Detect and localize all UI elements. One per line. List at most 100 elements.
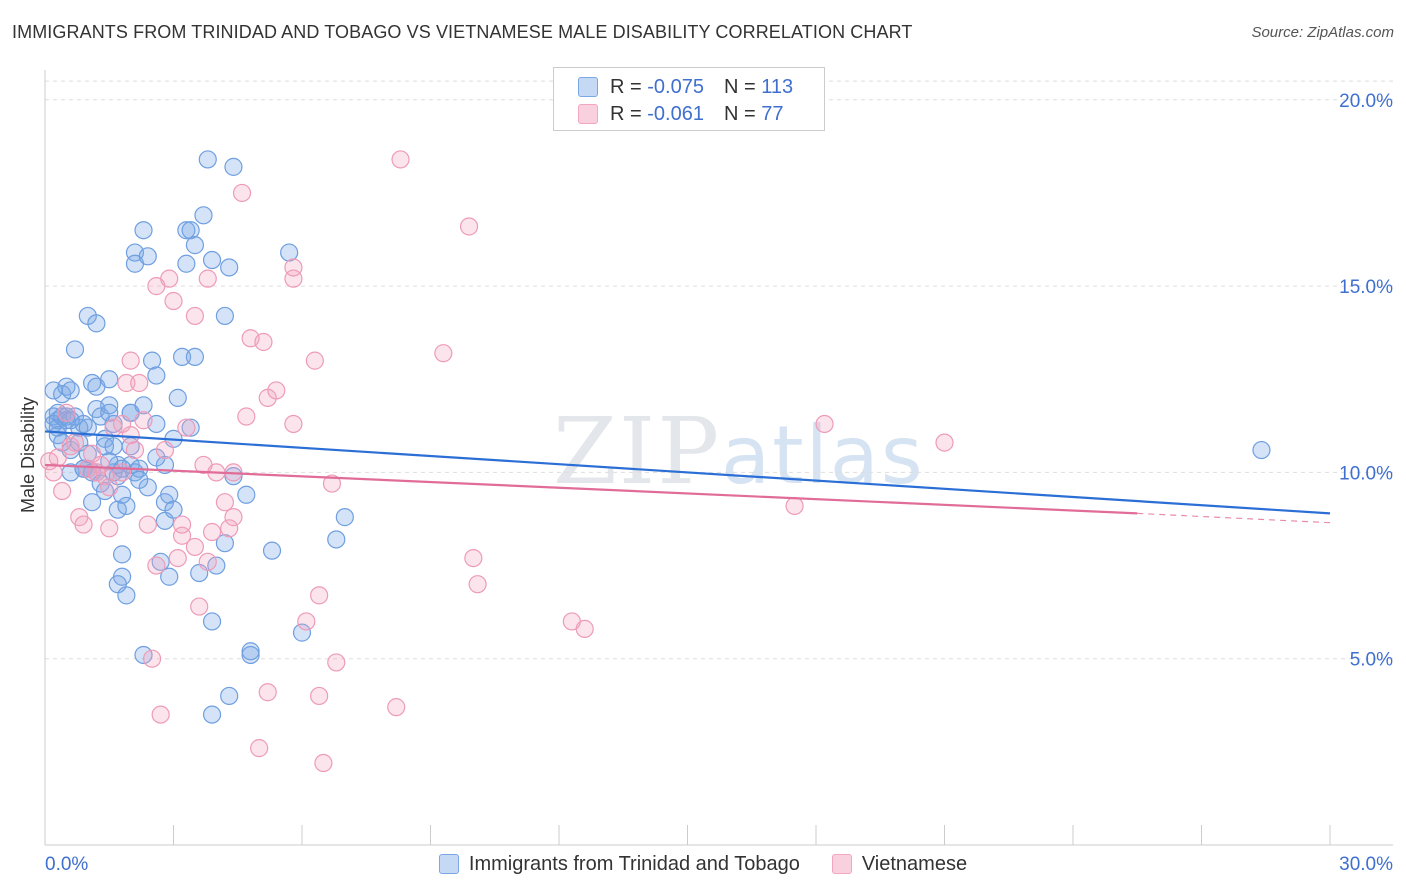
data-point (160, 269, 179, 288)
data-point (91, 455, 110, 475)
data-point (391, 150, 410, 169)
data-point (112, 463, 132, 482)
data-point (387, 698, 406, 717)
data-point (185, 236, 205, 255)
data-point (53, 481, 72, 501)
data-point (134, 221, 153, 240)
data-point (147, 366, 166, 385)
data-point (44, 463, 63, 482)
data-point (232, 183, 252, 203)
data-point (177, 418, 196, 437)
data-point (117, 496, 136, 516)
data-point (254, 332, 273, 352)
legend-item-vietnamese: Vietnamese (831, 852, 968, 876)
data-point (215, 534, 234, 553)
data-point (258, 683, 277, 702)
data-point (202, 705, 222, 724)
data-point (78, 444, 97, 463)
data-point (237, 485, 256, 504)
data-point (117, 586, 136, 605)
data-point (104, 437, 123, 456)
data-point (220, 686, 239, 706)
data-point (142, 649, 162, 668)
data-point (190, 597, 209, 616)
data-point (134, 396, 153, 415)
data-point (100, 396, 119, 415)
data-point (142, 351, 162, 370)
data-point (185, 306, 205, 326)
data-point (310, 586, 329, 605)
data-point (100, 519, 119, 538)
data-point (185, 347, 205, 366)
data-point (459, 217, 479, 236)
trend-line-trinidad (44, 430, 1331, 515)
data-point (121, 426, 140, 445)
data-point (284, 414, 303, 434)
legend-blue-swatch-icon (438, 854, 459, 874)
y-axis-label: Male Disability (18, 397, 38, 513)
data-point (280, 243, 299, 262)
data-point (224, 157, 243, 176)
data-point (194, 206, 213, 225)
legend-swatch-blue-icon (578, 77, 598, 97)
data-point (327, 653, 346, 672)
data-point (202, 250, 222, 270)
data-point (202, 612, 222, 631)
legend-r-value: -0.061 (647, 102, 704, 125)
legend-item-label: Vietnamese (861, 852, 968, 875)
data-point (138, 247, 157, 266)
data-point (314, 753, 333, 773)
data-point (57, 403, 76, 422)
grid-lines (45, 80, 1393, 660)
legend-pink-swatch-icon (831, 854, 852, 874)
data-point (100, 370, 119, 389)
data-point (815, 414, 834, 434)
legend-swatch-pink-icon (578, 104, 598, 124)
data-point (138, 515, 157, 534)
data-point (83, 493, 102, 512)
data-point (215, 493, 234, 512)
data-point (198, 150, 217, 169)
data-point (1252, 440, 1271, 460)
data-point (155, 440, 175, 460)
data-point (100, 478, 119, 497)
data-point (297, 612, 316, 631)
series-trinidad-points (44, 150, 1271, 724)
data-point (267, 381, 286, 400)
watermark-atlas: atlas (721, 409, 925, 502)
series-vietnamese-points (40, 150, 954, 773)
data-point (198, 269, 217, 288)
data-point (292, 623, 312, 642)
tick-labels: 5.0% 10.0% 15.0% 20.0% 0.0% 30.0% (45, 91, 1393, 875)
trend-lines (44, 430, 1331, 524)
y-tick-label: 10.0% (1339, 463, 1393, 484)
data-point (112, 545, 132, 564)
legend-n-label: N = (723, 75, 762, 98)
legend-row-vietnamese: R = -0.061 N = 77 (578, 101, 783, 127)
data-point (262, 541, 282, 560)
y-tick-label: 15.0% (1339, 277, 1393, 298)
data-point (250, 739, 269, 758)
legend-n-value: 77 (761, 102, 784, 125)
data-point (224, 508, 243, 527)
data-point (177, 221, 196, 240)
data-point (220, 519, 239, 538)
legend-n-value: 113 (761, 75, 794, 98)
data-point (241, 642, 260, 661)
legend-n-label: N = (723, 102, 762, 125)
data-point (160, 485, 179, 504)
y-tick-label: 5.0% (1350, 650, 1393, 671)
data-point (74, 515, 93, 534)
legend-r-value: -0.075 (647, 75, 704, 98)
data-point (198, 552, 217, 571)
data-point (237, 407, 256, 426)
data-point (61, 381, 80, 400)
data-point (87, 314, 106, 333)
stats-legend: R = -0.075 N = 113 R = -0.061 N = 77 (553, 67, 825, 131)
data-point (151, 705, 170, 724)
data-point (168, 549, 187, 568)
data-point (310, 686, 329, 706)
legend-row-trinidad: R = -0.075 N = 113 (578, 74, 793, 100)
legend-item-trinidad: Immigrants from Trinidad and Tobago (438, 853, 800, 876)
